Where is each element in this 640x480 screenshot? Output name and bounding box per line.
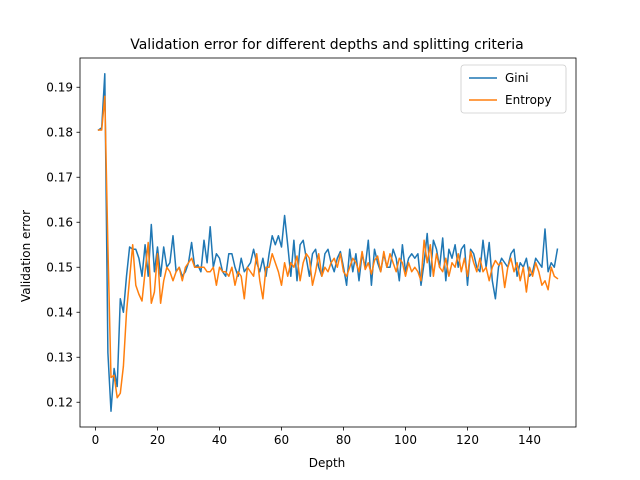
x-tick-label: 0 [92, 433, 100, 447]
x-tick-label: 80 [336, 433, 351, 447]
x-tick-label: 100 [394, 433, 417, 447]
x-axis-label: Depth [309, 456, 346, 470]
y-axis: 0.12 0.13 0.14 0.15 0.16 0.17 0.18 0.19 [46, 80, 80, 409]
series-line-entropy [97, 95, 559, 399]
series-layer [97, 73, 559, 412]
y-tick-label: 0.17 [46, 170, 73, 184]
x-tick-label: 20 [150, 433, 165, 447]
legend-box [460, 64, 567, 114]
y-tick-label: 0.19 [46, 80, 73, 94]
x-tick-label: 60 [274, 433, 289, 447]
x-axis: 0 20 40 60 80 100 120 140 [92, 427, 541, 447]
x-tick-label: 140 [518, 433, 541, 447]
y-tick-label: 0.12 [46, 395, 73, 409]
plot-frame [79, 57, 577, 428]
legend: Gini Entropy [460, 64, 567, 114]
y-tick-label: 0.13 [46, 350, 73, 364]
y-tick-label: 0.16 [46, 215, 73, 229]
legend-label-entropy: Entropy [505, 93, 552, 107]
y-tick-label: 0.14 [46, 305, 73, 319]
y-axis-label: Validation error [19, 210, 33, 302]
chart-title: Validation error for different depths an… [130, 37, 524, 53]
x-tick-label: 40 [212, 433, 227, 447]
y-tick-label: 0.15 [46, 260, 73, 274]
x-tick-label: 120 [456, 433, 479, 447]
y-tick-label: 0.18 [46, 125, 73, 139]
legend-label-gini: Gini [505, 71, 529, 85]
